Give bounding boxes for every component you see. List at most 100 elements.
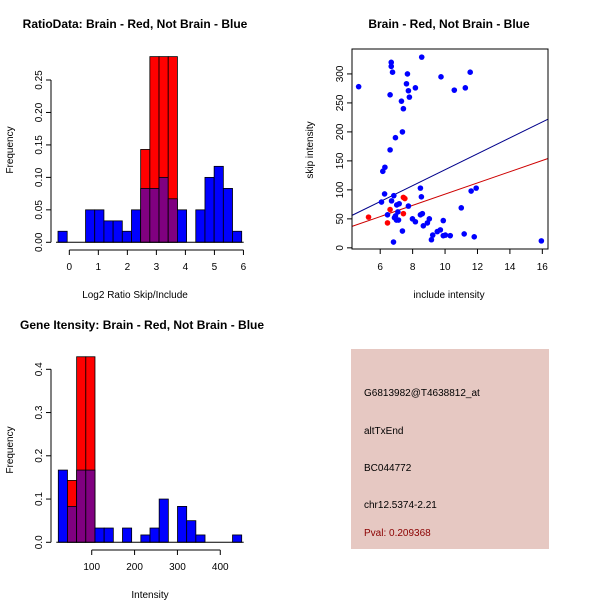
fit-line-brain xyxy=(351,158,549,227)
point-not-brain xyxy=(391,192,397,199)
info-panel-background xyxy=(351,349,549,549)
point-not-brain xyxy=(391,214,398,221)
y-tick-label: 0.25 xyxy=(34,70,45,90)
event-type: altTxEnd xyxy=(364,426,403,437)
x-tick-label: 14 xyxy=(504,262,516,273)
point-not-brain xyxy=(388,59,395,66)
y-tick-label: 0.10 xyxy=(34,167,45,187)
point-not-brain xyxy=(384,211,391,218)
x-tick-label: 100 xyxy=(83,562,100,573)
point-not-brain xyxy=(429,232,436,238)
point-not-brain xyxy=(392,134,399,141)
scatter-plot: 6 8 10 12 14 16 0 50 100 150 200 250 300 xyxy=(335,48,549,273)
y-tick-label: 200 xyxy=(335,123,346,140)
point-not-brain xyxy=(403,80,410,87)
point-not-brain xyxy=(406,94,413,100)
point-not-brain xyxy=(404,71,411,77)
x-tick-label: 200 xyxy=(126,562,143,573)
point-not-brain xyxy=(420,223,427,229)
bar-not-brain xyxy=(121,230,132,243)
x-tick-label: 2 xyxy=(125,262,131,273)
x-tick-label: 300 xyxy=(169,562,186,573)
point-not-brain xyxy=(471,234,478,240)
y-tick-label: 50 xyxy=(335,213,346,225)
point-not-brain xyxy=(419,210,426,217)
point-not-brain xyxy=(458,205,465,211)
point-not-brain xyxy=(438,74,444,80)
point-not-brain xyxy=(412,85,419,91)
bar-overlap xyxy=(167,198,178,243)
y-tick-label: 100 xyxy=(335,181,346,198)
bar-not-brain xyxy=(177,209,187,243)
x-tick-label: 5 xyxy=(212,262,218,273)
bar-not-brain xyxy=(94,527,105,543)
y-tick-label: 0.00 xyxy=(34,232,45,252)
bar-not-brain xyxy=(94,209,105,243)
bar-not-brain xyxy=(149,527,160,543)
chart-title-ratio: RatioData: Brain - Red, Not Brain - Blue xyxy=(23,17,248,31)
info-panel: G6813982@T4638812_at altTxEnd BC044772 c… xyxy=(351,349,549,549)
point-not-brain xyxy=(437,227,444,233)
bar-not-brain xyxy=(195,209,206,243)
point-not-brain xyxy=(428,236,435,243)
bar-not-brain xyxy=(122,527,133,543)
y-tick-label: 250 xyxy=(335,94,346,111)
point-not-brain xyxy=(442,232,449,238)
point-not-brain xyxy=(451,87,458,93)
point-not-brain xyxy=(417,185,424,191)
x-axis-label-scatter: include intensity xyxy=(413,290,484,301)
x-tick-label: 6 xyxy=(377,262,383,273)
y-axis-label-ratio: Frequency xyxy=(5,126,16,173)
x-tick-label: 6 xyxy=(241,262,247,273)
point-not-brain xyxy=(395,217,402,223)
y-tick-label: 0.05 xyxy=(34,200,45,220)
point-not-brain xyxy=(389,69,396,75)
bar-not-brain xyxy=(131,209,142,243)
point-brain xyxy=(387,206,393,213)
bar-not-brain xyxy=(177,506,188,543)
x-tick-label: 3 xyxy=(154,262,160,273)
bar-not-brain xyxy=(85,209,96,243)
point-not-brain xyxy=(355,83,362,90)
y-tick-label: 0.2 xyxy=(34,448,45,462)
bar-not-brain xyxy=(57,230,68,243)
point-not-brain xyxy=(400,105,407,112)
point-not-brain xyxy=(381,191,388,197)
point-not-brain xyxy=(418,194,425,200)
point-not-brain xyxy=(387,91,393,98)
y-tick-label: 0.3 xyxy=(34,405,45,419)
bar-overlap xyxy=(149,188,160,243)
x-tick-label: 1 xyxy=(96,262,102,273)
point-not-brain xyxy=(447,232,454,239)
x-tick-label: 12 xyxy=(472,262,484,273)
bar-overlap xyxy=(67,506,78,543)
point-not-brain xyxy=(399,228,406,234)
point-not-brain xyxy=(387,147,393,153)
point-not-brain xyxy=(396,200,402,207)
y-tick-label: 0 xyxy=(335,245,346,251)
location: chr12.5374-2.21 xyxy=(364,500,437,511)
x-tick-label: 400 xyxy=(212,562,229,573)
point-not-brain xyxy=(388,63,395,70)
point-not-brain xyxy=(468,188,474,194)
point-not-brain xyxy=(440,217,447,224)
point-not-brain xyxy=(412,218,419,225)
point-brain xyxy=(400,210,407,217)
bar-overlap xyxy=(85,469,96,543)
bar-not-brain xyxy=(112,220,123,243)
y-tick-label: 0.15 xyxy=(34,135,45,155)
x-axis-label-ratio: Log2 Ratio Skip/Include xyxy=(82,290,188,301)
y-tick-label: 0.20 xyxy=(34,102,45,122)
bar-not-brain xyxy=(158,498,169,543)
y-tick-label: 150 xyxy=(335,152,346,169)
bar-not-brain xyxy=(222,188,233,243)
chart-title-scatter: Brain - Red, Not Brain - Blue xyxy=(368,17,530,31)
bar-not-brain xyxy=(103,527,114,543)
point-not-brain xyxy=(395,209,401,215)
bar-not-brain xyxy=(213,165,224,243)
bar-overlap xyxy=(140,188,151,243)
intensity-histogram: 0.0 0.1 0.2 0.3 0.4 100 200 300 400 xyxy=(34,356,244,573)
bar-not-brain xyxy=(57,469,68,543)
x-tick-label: 8 xyxy=(410,262,416,273)
